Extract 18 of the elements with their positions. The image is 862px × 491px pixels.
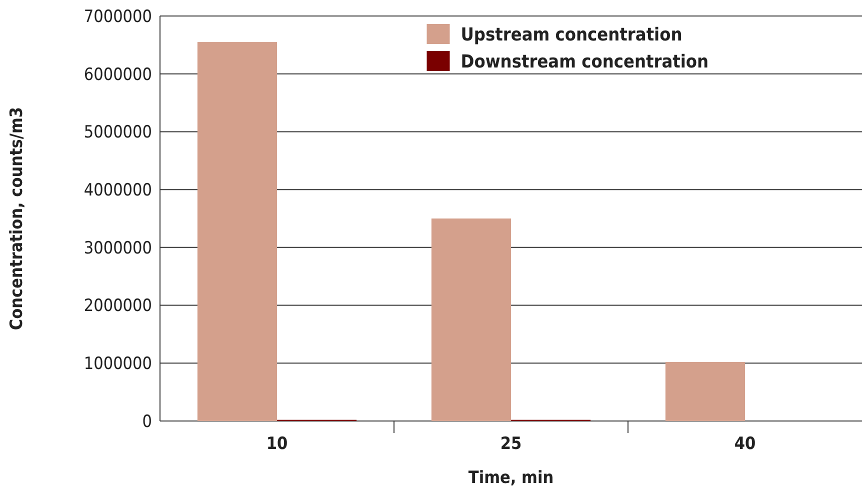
x-tick-label: 25 [500, 434, 522, 454]
y-tick-label: 0 [142, 412, 152, 432]
bar [197, 42, 277, 421]
legend-label: Upstream concentration [460, 24, 682, 46]
y-tick-label: 1000000 [84, 354, 152, 374]
y-tick-label: 7000000 [84, 6, 152, 27]
bar [431, 218, 511, 421]
y-tick-label: 4000000 [84, 180, 152, 201]
bar [665, 362, 745, 421]
y-tick-label: 5000000 [84, 122, 152, 143]
y-tick-label: 3000000 [84, 238, 152, 258]
x-tick-label: 10 [266, 434, 288, 454]
y-axis-title: Concentration, counts/m3 [7, 106, 27, 330]
y-tick-label: 2000000 [84, 296, 152, 316]
legend-label: Downstream concentration [460, 51, 709, 72]
y-tick-label: 6000000 [84, 64, 152, 85]
x-axis-title: Time, min [468, 468, 554, 488]
x-tick-label: 40 [734, 434, 756, 454]
